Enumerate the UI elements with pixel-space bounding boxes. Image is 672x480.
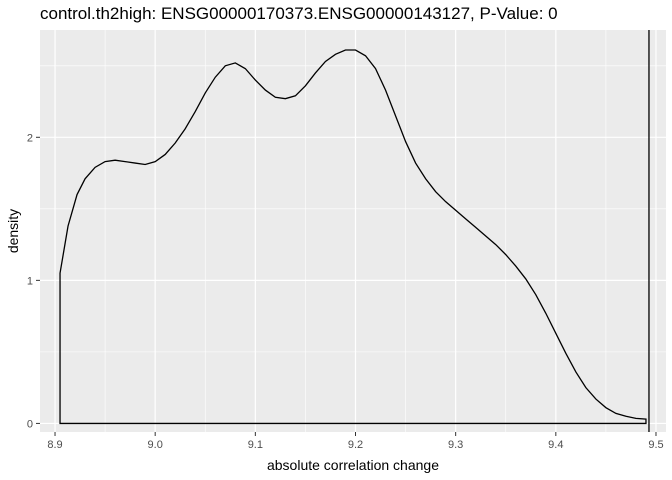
plot-panel bbox=[40, 30, 666, 432]
x-tick-label: 9.2 bbox=[348, 439, 363, 451]
x-tick-label: 9.1 bbox=[248, 439, 263, 451]
y-tick-label: 1 bbox=[27, 275, 33, 287]
y-tick-label: 2 bbox=[27, 132, 33, 144]
x-axis-title: absolute correlation change bbox=[267, 457, 439, 473]
y-axis: 0 1 2 bbox=[27, 132, 40, 430]
y-tick-label: 0 bbox=[27, 418, 33, 430]
density-curve bbox=[59, 49, 647, 425]
minor-gridlines bbox=[40, 30, 666, 432]
x-tick-label: 8.9 bbox=[47, 439, 62, 451]
x-tick-label: 9.0 bbox=[148, 439, 163, 451]
y-axis-title: density bbox=[5, 209, 21, 253]
x-axis: 8.9 9.0 9.1 9.2 9.3 9.4 9.5 bbox=[47, 432, 664, 451]
x-tick-label: 9.4 bbox=[548, 439, 563, 451]
chart-title: control.th2high: ENSG00000170373.ENSG000… bbox=[40, 4, 558, 23]
x-tick-label: 9.3 bbox=[448, 439, 463, 451]
x-tick-label: 9.5 bbox=[648, 439, 663, 451]
